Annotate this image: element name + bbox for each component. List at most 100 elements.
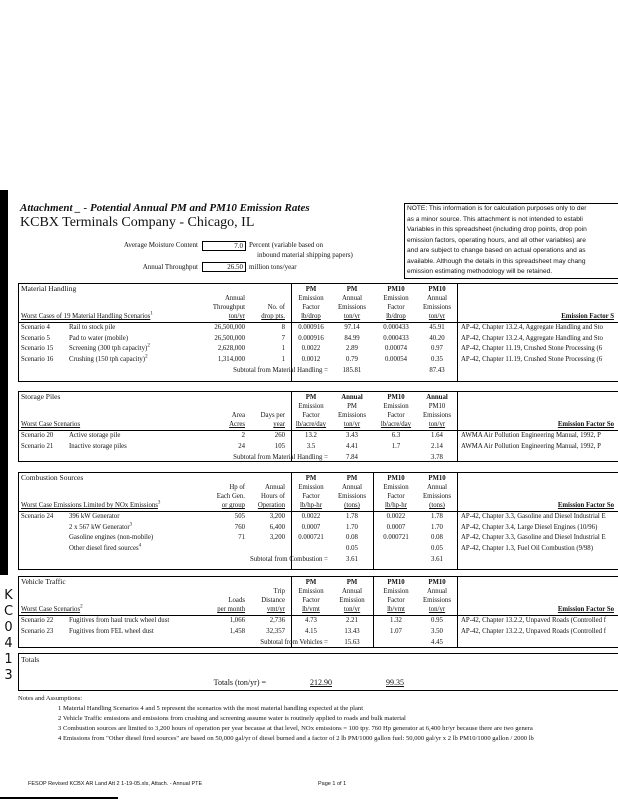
column-header: Factor — [302, 304, 320, 311]
note-item: 1 Material Handling Scenarios 4 and 5 re… — [58, 705, 364, 712]
scenario-id: Scenario 15 — [21, 345, 54, 352]
cell-value: 26,500,000 — [214, 324, 245, 331]
section-title: Material Handling — [21, 284, 77, 293]
column-header: PM — [305, 475, 317, 482]
emission-factor-source: AP-42, Chapter 13.2.4, Aggregate Handlin… — [461, 324, 603, 331]
superscript: 1 — [150, 311, 153, 317]
column-header: lb/acre/day — [380, 421, 412, 428]
cell-value: 2,736 — [269, 617, 285, 624]
cell-value: 0.05 — [431, 544, 443, 552]
scenario-description-wrap: Rail to stock pile — [69, 323, 115, 332]
emission-factor-source: AP-42, Chapter 11.19, Crushed Stone Proc… — [461, 355, 603, 363]
subtotal-label: Subtotal from Combustion = — [249, 556, 328, 563]
cell-value: 0.000721 — [298, 534, 324, 541]
cell-value: 0.08 — [431, 534, 443, 541]
column-header: PM — [305, 579, 317, 586]
column-header: Emission — [339, 597, 365, 604]
cell-value: 760 — [234, 523, 245, 531]
section-combustion-sources: Combustion Sources Worst Case Emissions L… — [18, 472, 618, 570]
cell-value: 0.000916 — [298, 324, 324, 331]
moisture-label: Average Moisture Content — [123, 241, 198, 249]
column-header: ton/yr — [228, 313, 245, 320]
column-header: lb/vmt — [387, 606, 405, 613]
column-header: ton/yr — [343, 313, 361, 320]
column-header: Emissions — [423, 304, 451, 311]
cell-value: 1.07 — [390, 627, 402, 635]
column-header: lb/hp-hr — [385, 502, 407, 509]
column-header: Emission — [298, 588, 324, 595]
column-divider — [457, 473, 458, 569]
column-header: Acres — [229, 421, 245, 428]
superscript: 3 — [129, 522, 133, 528]
column-header: PM — [346, 475, 358, 482]
totals-section: Totals Totals (ton/yr) = 212.90 99.35 — [18, 653, 618, 691]
scenario-description-wrap: Fugitives from FEL wheel dust — [69, 627, 154, 636]
moisture-input[interactable]: 7.0 — [202, 241, 246, 251]
scenario-id: Scenario 16 — [21, 355, 54, 363]
column-header: Emission — [298, 484, 324, 491]
cell-value: 2.21 — [346, 617, 358, 624]
scenario-id: Scenario 24 — [21, 513, 54, 520]
cell-value: 24 — [238, 442, 245, 450]
cell-value: 1,314,000 — [217, 355, 245, 363]
note-line: available. Although the details in this … — [407, 257, 586, 265]
cell-value: 6.3 — [391, 432, 401, 439]
cell-value: 3.5 — [306, 442, 316, 450]
cell-value: 0.0022 — [386, 513, 406, 520]
column-divider — [291, 473, 292, 569]
superscript: 2 — [145, 354, 148, 360]
column-header: (tons) — [344, 502, 360, 509]
column-header: PM — [305, 286, 317, 293]
emission-factor-source: AP-42, Chapter 1.3, Fuel Oil Combustion … — [461, 544, 593, 552]
column-header: Distance — [261, 597, 285, 604]
column-header: No. of — [267, 304, 285, 311]
column-header: Emission — [383, 484, 409, 491]
note-line: emission estimating methodology will be … — [407, 268, 553, 275]
cell-value: 40.20 — [429, 334, 445, 342]
moisture-unit-2: inbound material shipping papers) — [257, 251, 353, 259]
scenario-id: Scenario 4 — [21, 324, 50, 331]
scenario-description: Gasoline engines (non-mobile) — [69, 534, 154, 541]
column-header: ton/yr — [343, 421, 361, 428]
scenario-header: Worst Case Emissions Limited by NOx Emis… — [21, 502, 158, 509]
source-header: Emission Factor S — [561, 313, 614, 320]
cell-value: 0.97 — [431, 345, 443, 352]
superscript: 2 — [147, 343, 150, 349]
scenario-description-wrap: Inactive storage piles — [69, 442, 127, 451]
column-header: PM — [346, 579, 358, 586]
cell-value: 0.000433 — [383, 324, 409, 331]
cell-value: 1,066 — [229, 617, 245, 624]
column-header: PM10 — [387, 394, 405, 401]
column-header: Emissions — [338, 493, 366, 500]
subtotal-pm10: 87.43 — [429, 367, 445, 374]
cell-value: 0.95 — [431, 617, 443, 624]
note-line: emission factors, operating hours, and a… — [407, 236, 586, 244]
scenario-header-wrap: Worst Cases of 19 Material Handling Scen… — [21, 312, 153, 321]
source-header: Emission Factor So — [557, 502, 614, 509]
column-header: Emissions — [338, 304, 366, 311]
column-header: Annual — [426, 394, 448, 401]
throughput-label: Annual Throughput — [142, 263, 198, 271]
cell-value: 3,200 — [269, 534, 285, 541]
cell-value: 4.15 — [305, 627, 317, 635]
emission-factor-source: AWMA Air Pollution Engineering Manual, 1… — [461, 442, 601, 450]
column-divider — [373, 473, 374, 569]
column-header: lb/hp-hr — [300, 502, 322, 509]
cell-value: 45.91 — [429, 324, 445, 331]
section-vehicle-traffic: Vehicle Traffic Worst Case Scenarios2 Load… — [18, 576, 618, 648]
scenario-id: Scenario 5 — [21, 334, 50, 342]
column-header: Hp of — [229, 484, 245, 491]
emission-factor-source: AP-42, Chapter 13.2.4, Aggregate Handlin… — [461, 334, 603, 342]
column-header: Days per — [260, 412, 285, 419]
footer-filename: FESOP Revised KCBX AR Land Att 2 1-19-05… — [28, 781, 203, 787]
column-header: PM — [347, 403, 357, 410]
column-header: Emissions — [423, 493, 451, 500]
column-header: PM — [346, 286, 358, 293]
subtotal-pm10: 4.45 — [431, 639, 443, 646]
header-rule — [19, 322, 618, 323]
scenario-description-wrap: Screening (300 tph capacity)2 — [69, 344, 150, 353]
cell-value: 0.0012 — [301, 355, 321, 363]
cell-value: 1.7 — [391, 442, 401, 450]
throughput-input[interactable]: 26.50 — [202, 262, 246, 272]
column-header: Factor — [387, 597, 405, 604]
